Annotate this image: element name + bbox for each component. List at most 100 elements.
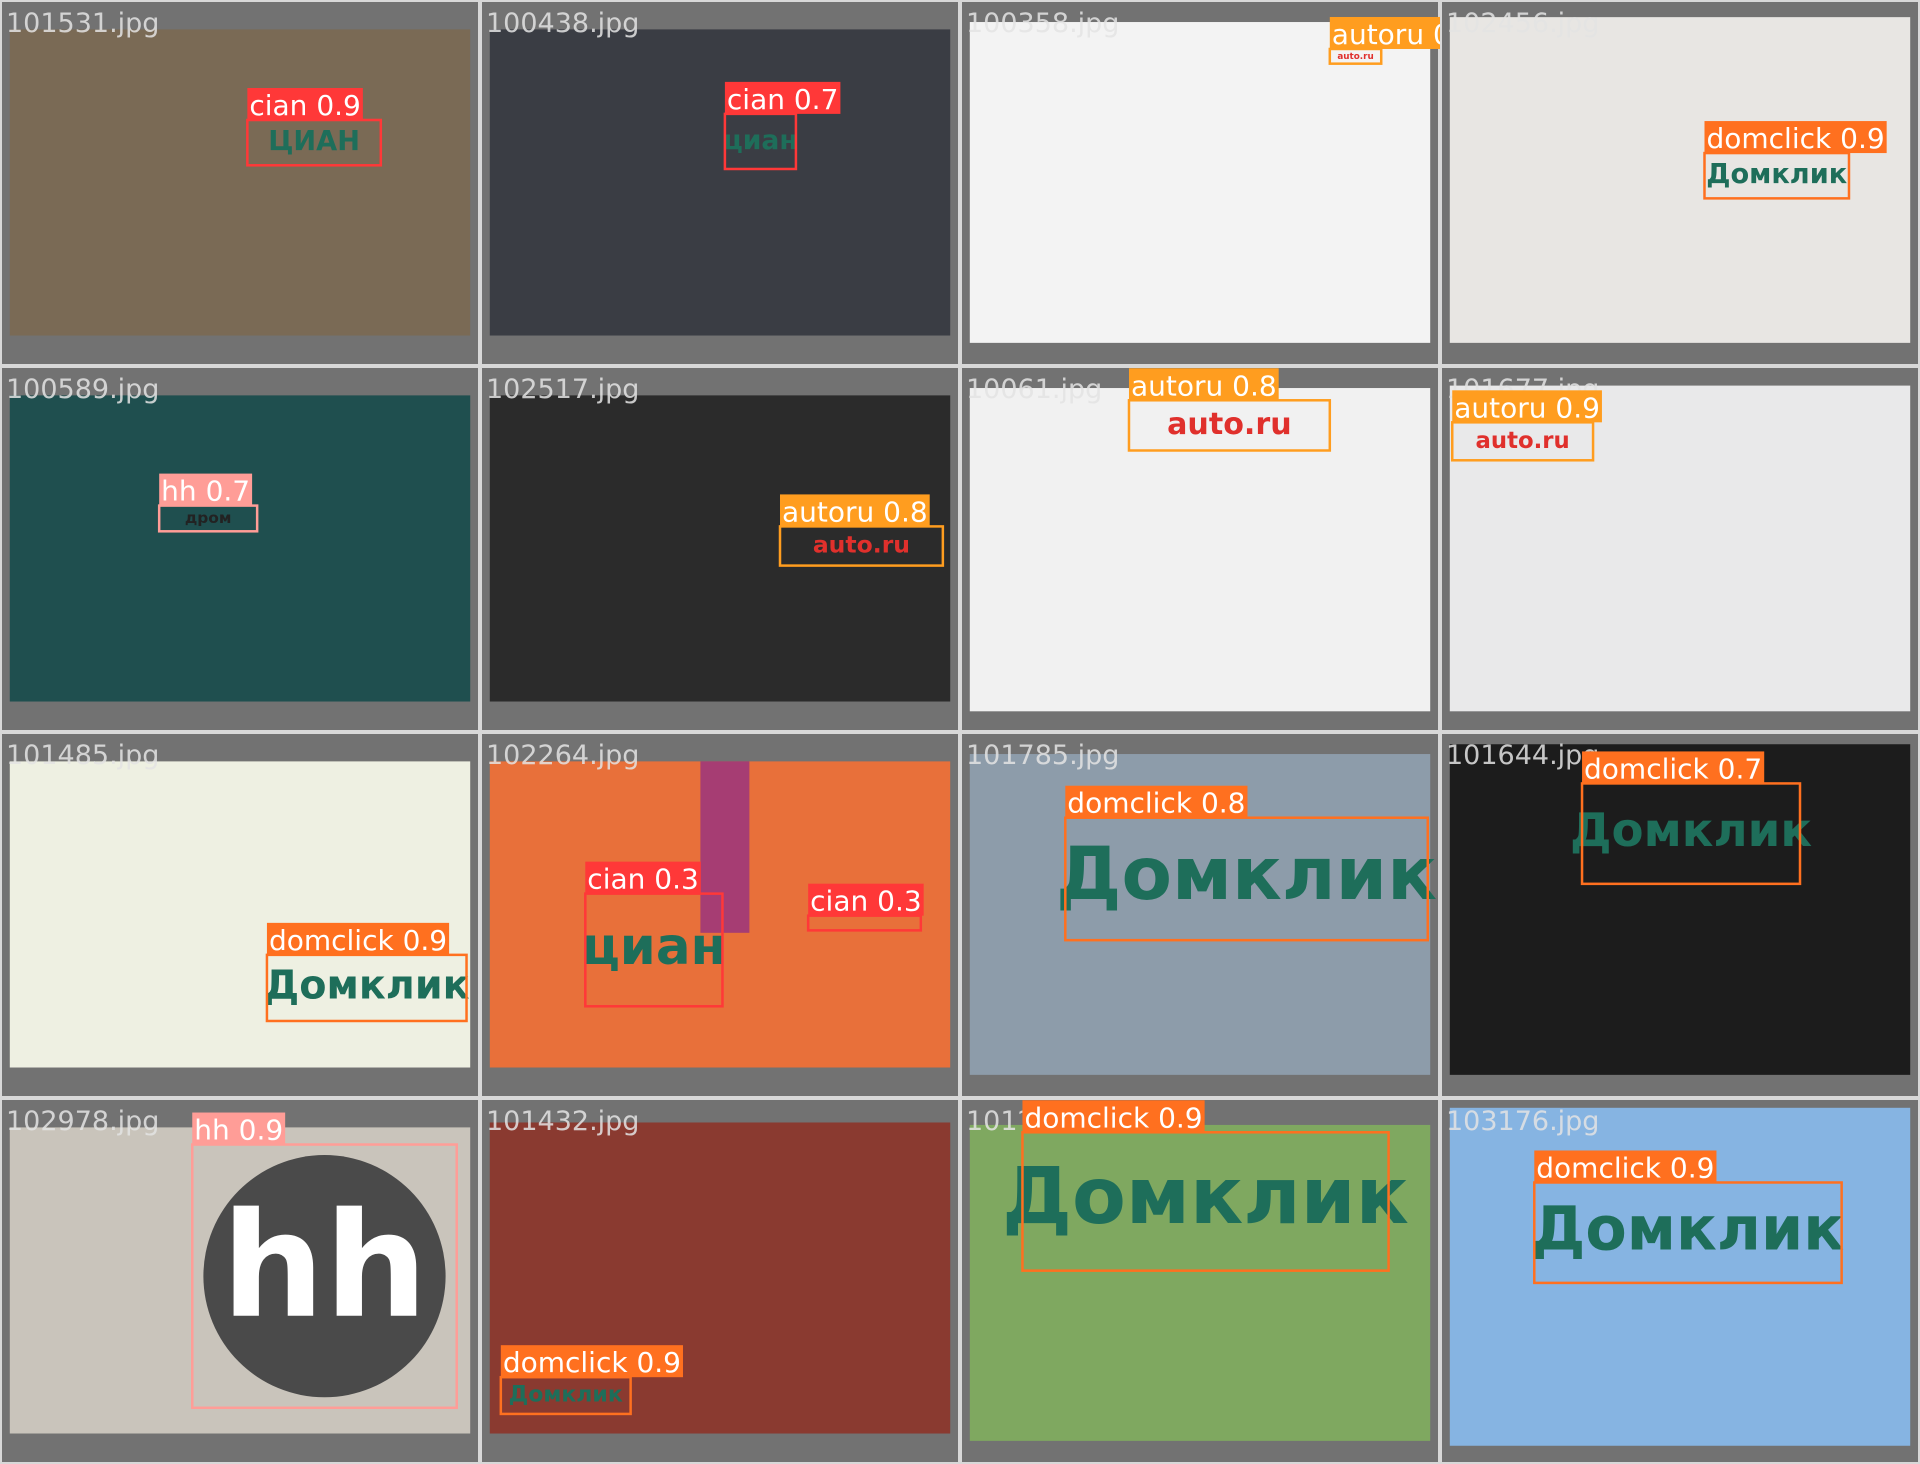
- detection-label-bg: [247, 88, 363, 121]
- detection-label: domclick 0.9: [1024, 1101, 1202, 1134]
- filename: 101644.jpg: [1446, 740, 1599, 771]
- filename: 101785.jpg: [966, 740, 1119, 771]
- logo-text: дром: [185, 509, 232, 527]
- detection-box: [1021, 1131, 1390, 1272]
- detection-label-bg: [159, 473, 253, 506]
- detection-label: autoru 0.8: [782, 495, 928, 528]
- photo: [489, 395, 951, 702]
- image-cell: hh 102978.jpg hh 0.9: [0, 1098, 480, 1464]
- detection-box: [1580, 782, 1802, 886]
- photo: [969, 1124, 1431, 1441]
- detection-label: autoru 0.9: [1454, 391, 1600, 424]
- detection-label: autoru 0.8: [1131, 369, 1277, 402]
- photo: [969, 388, 1431, 712]
- filename: 102978.jpg: [6, 1106, 159, 1137]
- photo: [9, 29, 471, 336]
- detection-label: cian 0.3: [810, 885, 922, 918]
- image-cell: Домклик 101432.jpg domclick 0.9: [480, 1098, 960, 1464]
- filename: 102456.jpg: [1446, 8, 1599, 39]
- logo-text: Домклик: [1056, 832, 1437, 917]
- detection-box: [190, 1143, 458, 1410]
- logo-text: auto.ru: [813, 531, 910, 559]
- photo: [969, 22, 1431, 343]
- detection-label-bg: [1704, 121, 1887, 154]
- detection-box: [157, 504, 259, 533]
- photo: [489, 29, 951, 336]
- logo-text: hh: [221, 1183, 427, 1351]
- detection-label-bg: [808, 883, 924, 916]
- detection-label-bg: [1022, 1100, 1205, 1133]
- image-cell: циан 102264.jpg cian 0.3 cian 0.3: [480, 732, 960, 1098]
- detection-label: cian 0.9: [249, 89, 361, 122]
- detection-label-bg: [266, 922, 450, 955]
- detection-box: [499, 1375, 632, 1416]
- image-cell: ЦИАН 101531.jpg cian 0.9: [0, 0, 480, 366]
- detection-label-bg: [1582, 751, 1765, 784]
- detection-label-bg: [192, 1112, 286, 1145]
- detection-label-bg: [1452, 390, 1602, 423]
- detection-box: [584, 892, 724, 1008]
- detection-label: domclick 0.9: [1536, 1151, 1714, 1184]
- detection-label-bg: [1128, 368, 1279, 401]
- logo-circle: [203, 1155, 446, 1398]
- image-cell: Домклик 101485.jpg domclick 0.9: [0, 732, 480, 1098]
- filename: 10061.jpg: [966, 374, 1102, 405]
- filename: 101531.jpg: [6, 8, 159, 39]
- image-cell: Домклик 103176.jpg domclick 0.9: [1440, 1098, 1920, 1464]
- filename: 100589.jpg: [6, 374, 159, 405]
- detection-label-bg: [780, 494, 930, 527]
- detection-box: [1127, 399, 1332, 452]
- image-cell: Домклик 101785.jpg domclick 0.8: [960, 732, 1440, 1098]
- photo: [9, 395, 471, 702]
- photo: [1449, 744, 1911, 1075]
- logo-text: Домклик: [1532, 1194, 1844, 1264]
- image-cell: Домклик 102456.jpg domclick 0.9: [1440, 0, 1920, 366]
- logo-text: Домклик: [264, 962, 470, 1008]
- detection-label-bg: [1065, 785, 1248, 818]
- filename: 102517.jpg: [486, 374, 639, 405]
- logo-text: Домклик: [1002, 1150, 1409, 1242]
- logo-text: циан: [723, 125, 798, 156]
- detection-label-bg: [724, 81, 841, 114]
- image-cell: auto.ru 102517.jpg autoru 0.8: [480, 366, 960, 732]
- detection-label: domclick 0.7: [1584, 752, 1762, 785]
- detection-label: domclick 0.8: [1067, 787, 1245, 820]
- filename: 101432.jpg: [486, 1106, 639, 1137]
- photo: [9, 761, 471, 1068]
- detection-label-bg: [1534, 1150, 1717, 1183]
- thermal-band: [700, 761, 750, 933]
- detection-label: domclick 0.9: [503, 1346, 681, 1379]
- filename: 103176.jpg: [1446, 1106, 1599, 1137]
- detection-label: cian 0.3: [587, 863, 699, 896]
- detection-label: hh 0.9: [194, 1114, 283, 1147]
- image-cell: дром 100589.jpg hh 0.7: [0, 366, 480, 732]
- logo-text: ЦИАН: [268, 126, 360, 157]
- detection-label: cian 0.7: [727, 83, 839, 116]
- photo: [489, 1122, 951, 1434]
- image-cell: auto.ru 10061.jpg autoru 0.8: [960, 366, 1440, 732]
- detection-label-bg: [500, 1345, 683, 1378]
- logo-text: auto.ru: [1337, 52, 1373, 62]
- filename: 102264.jpg: [486, 740, 639, 771]
- detection-label: domclick 0.9: [269, 924, 447, 957]
- photo: [1449, 17, 1911, 343]
- filename: 100358.jpg: [966, 8, 1119, 39]
- image-cell: циан 100438.jpg cian 0.7: [480, 0, 960, 366]
- detection-label-bg: [585, 861, 701, 894]
- logo-text: циан: [582, 917, 726, 977]
- detection-label: hh 0.7: [161, 475, 250, 508]
- detection-label: domclick 0.9: [1706, 122, 1884, 155]
- detection-box: [265, 953, 468, 1023]
- logo-text: Домклик: [1570, 804, 1812, 858]
- logo-text: auto.ru: [1167, 407, 1292, 442]
- filename: 101485.jpg: [6, 740, 159, 771]
- logo-text: Домклик: [1706, 159, 1847, 190]
- photo: [1449, 385, 1911, 712]
- logo-text: Домклик: [509, 1383, 623, 1408]
